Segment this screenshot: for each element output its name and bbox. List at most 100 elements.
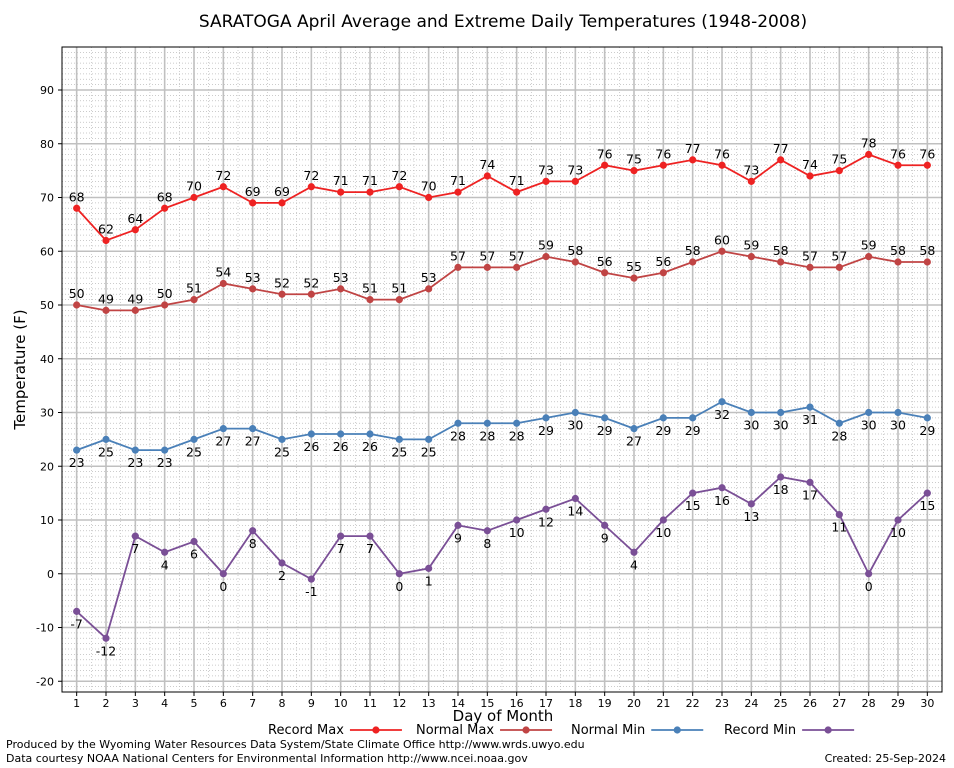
normal-min-data-label: 26 — [362, 439, 378, 454]
normal-min-point — [513, 419, 521, 427]
record-max-point — [630, 167, 638, 175]
normal-min-point — [894, 408, 902, 417]
normal-max-data-label: 59 — [743, 238, 759, 253]
record-min-data-label: 0 — [865, 579, 873, 594]
normal-max-data-label: 51 — [362, 281, 378, 296]
normal-max-data-label: 54 — [215, 265, 231, 280]
record-min-data-label: -1 — [305, 584, 317, 599]
y-tick-label: -20 — [36, 675, 54, 688]
normal-max-data-label: 57 — [450, 248, 466, 263]
normal-max-data-label: 56 — [597, 254, 613, 269]
normal-max-point — [131, 306, 139, 314]
normal-min-data-label: 30 — [773, 418, 789, 433]
record-min-data-label: 7 — [366, 541, 374, 556]
record-max-point — [718, 161, 726, 169]
x-tick-label: 6 — [220, 697, 227, 710]
record-min-data-label: 16 — [714, 493, 730, 508]
record-max-data-label: 73 — [567, 162, 583, 177]
normal-min-point — [865, 408, 873, 417]
record-max-point — [249, 199, 257, 207]
normal-max-data-label: 59 — [861, 238, 877, 253]
record-max-point — [806, 172, 814, 180]
y-tick-label: 90 — [40, 84, 54, 97]
normal-min-point — [483, 419, 491, 427]
normal-max-point — [425, 285, 433, 293]
record-min-point — [894, 516, 902, 524]
record-max-line — [76, 153, 928, 242]
footer-created-date: Created: 25-Sep-2024 — [824, 752, 946, 765]
record-min-point — [278, 559, 286, 567]
y-tick-label: 40 — [40, 353, 54, 366]
normal-max-point — [278, 290, 286, 298]
normal-min-data-label: 29 — [655, 423, 671, 438]
record-max-data-label: 76 — [714, 146, 730, 161]
normal-min-point — [835, 419, 843, 427]
record-max-data-label: 72 — [391, 168, 407, 183]
normal-min-point — [630, 425, 638, 433]
record-min-data-label: 15 — [919, 498, 935, 513]
record-min-point — [806, 478, 814, 486]
record-max-point — [454, 188, 462, 196]
x-tick-label: 12 — [392, 697, 406, 710]
normal-min-point — [923, 414, 931, 422]
legend-marker-normal-max — [522, 726, 530, 734]
normal-max-point — [894, 258, 902, 266]
record-max-data-label: 72 — [303, 168, 319, 183]
normal-max-data-label: 53 — [245, 270, 261, 285]
y-tick-label: 0 — [47, 568, 54, 581]
normal-min-line — [76, 400, 928, 452]
legend-label-record-max: Record Max — [268, 723, 344, 738]
record-max-point — [601, 161, 609, 169]
x-tick-label: 27 — [832, 697, 846, 710]
normal-min-data-label: 30 — [890, 418, 906, 433]
record-max-point — [483, 172, 491, 180]
record-min-data-label: 4 — [630, 557, 638, 572]
normal-max-point — [601, 269, 609, 277]
normal-min-data-label: 23 — [127, 455, 143, 470]
record-max-point — [571, 177, 579, 185]
normal-min-data-label: 25 — [98, 444, 114, 459]
record-min-point — [659, 516, 667, 524]
normal-min-data-label: 29 — [919, 423, 935, 438]
footer-data-courtesy: Data courtesy NOAA National Centers for … — [6, 752, 528, 765]
normal-min-data-label: 23 — [69, 455, 85, 470]
footer-produced-by: Produced by the Wyoming Water Resources … — [6, 738, 585, 751]
x-tick-label: 9 — [308, 697, 315, 710]
normal-max-point — [483, 263, 491, 271]
normal-min-point — [278, 435, 286, 443]
record-min-point — [835, 511, 843, 519]
record-min-point — [249, 527, 257, 535]
record-min-data-label: 8 — [483, 536, 491, 551]
normal-min-data-label: 28 — [509, 428, 525, 443]
normal-max-point — [630, 274, 638, 282]
x-tick-label: 19 — [598, 697, 612, 710]
record-min-data-label: 9 — [454, 530, 462, 545]
record-max-data-label: 76 — [597, 146, 613, 161]
record-max-data-label: 75 — [626, 152, 642, 167]
normal-max-data-label: 57 — [802, 248, 818, 263]
normal-min-point — [718, 398, 726, 406]
record-min-point — [73, 607, 81, 615]
record-max-point — [219, 183, 227, 191]
x-tick-label: 22 — [686, 697, 700, 710]
normal-min-data-label: 28 — [831, 428, 847, 443]
series — [73, 150, 931, 642]
record-max-data-label: 69 — [274, 184, 290, 199]
record-min-data-label: 0 — [219, 579, 227, 594]
record-max-data-label: 74 — [802, 157, 818, 172]
normal-min-point — [219, 425, 227, 433]
normal-min-point — [366, 430, 374, 438]
record-max-data-label: 73 — [538, 162, 554, 177]
record-min-point — [366, 532, 374, 540]
record-max-data-label: 68 — [69, 189, 85, 204]
normal-min-point — [337, 430, 345, 438]
record-max-data-label: 70 — [421, 179, 437, 194]
record-max-point — [865, 150, 873, 159]
y-tick-label: 20 — [40, 460, 54, 473]
record-max-point — [190, 193, 198, 202]
normal-min-data-label: 28 — [479, 428, 495, 443]
record-max-data-label: 71 — [362, 173, 378, 188]
x-tick-label: 2 — [103, 697, 110, 710]
record-min-data-label: 12 — [538, 514, 554, 529]
